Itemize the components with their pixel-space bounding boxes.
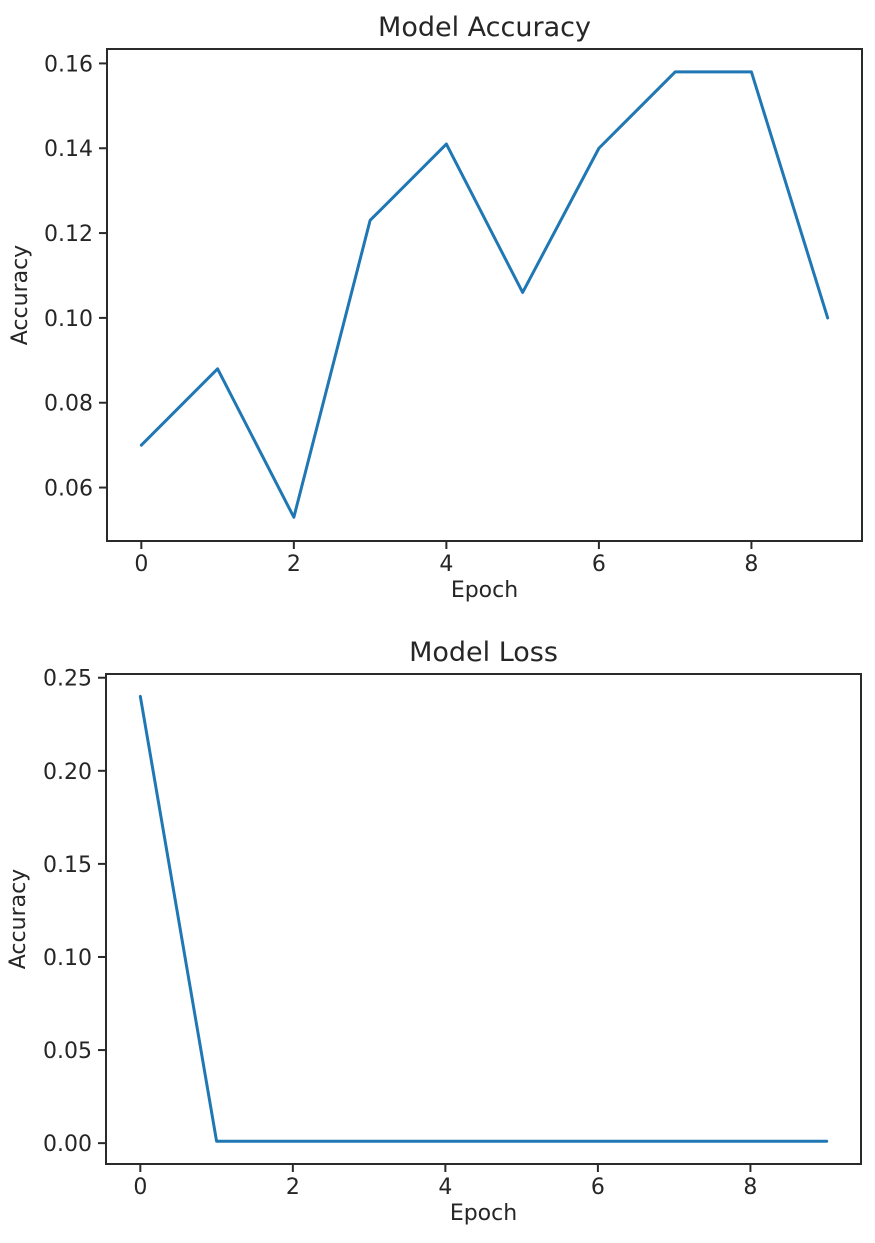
y-tick-label: 0.10	[44, 307, 93, 332]
loss-x-axis-label: Epoch	[449, 1201, 518, 1226]
x-tick-label: 2	[287, 552, 301, 577]
accuracy-plot-frame	[106, 48, 863, 542]
accuracy-line	[139, 70, 830, 519]
x-tick-label: 8	[743, 1175, 757, 1200]
y-tick-label: 0.20	[43, 760, 92, 785]
y-tick-label: 0.06	[44, 477, 93, 502]
y-tick-label: 0.00	[43, 1132, 92, 1157]
x-tick-label: 0	[133, 1175, 147, 1200]
accuracy-y-axis-label: Accuracy	[8, 244, 33, 346]
y-tick-label: 0.25	[43, 667, 92, 692]
x-tick-label: 6	[591, 1175, 605, 1200]
accuracy-x-axis-label: Epoch	[450, 578, 519, 603]
y-tick-label: 0.16	[44, 52, 93, 77]
y-tick-label: 0.15	[43, 853, 92, 878]
loss-chart-title: Model Loss	[409, 637, 558, 668]
x-tick-label: 8	[744, 552, 758, 577]
y-tick-label: 0.05	[43, 1039, 92, 1064]
x-tick-label: 4	[438, 1175, 452, 1200]
y-tick-label: 0.14	[44, 137, 93, 162]
x-tick-label: 6	[592, 552, 606, 577]
y-tick-label: 0.08	[44, 392, 93, 417]
x-tick-label: 0	[134, 552, 148, 577]
x-tick-label: 2	[286, 1175, 300, 1200]
loss-line	[138, 694, 829, 1143]
loss-y-axis-label: Accuracy	[6, 868, 31, 970]
loss-plot-frame	[105, 673, 862, 1165]
y-tick-label: 0.12	[44, 222, 93, 247]
accuracy-chart-title: Model Accuracy	[378, 12, 591, 43]
x-tick-label: 4	[439, 552, 453, 577]
y-tick-label: 0.10	[43, 946, 92, 971]
